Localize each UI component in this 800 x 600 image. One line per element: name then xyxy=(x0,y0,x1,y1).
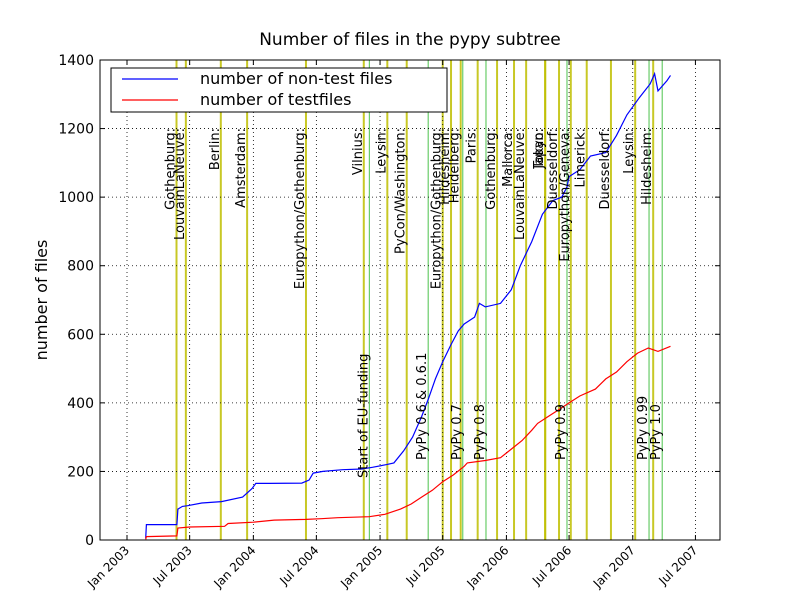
event-label: Amsterdam: xyxy=(234,128,249,208)
event-label: Europython/Gothenburg: xyxy=(430,128,445,289)
y-tick-label: 200 xyxy=(67,464,94,480)
series-line-testfiles xyxy=(145,345,671,540)
event-label: Heidelberg: xyxy=(448,128,463,203)
y-tick-label: 1000 xyxy=(58,190,94,206)
release-label: PyPy 0.8 xyxy=(473,404,488,460)
axes-frame xyxy=(99,59,721,541)
y-tick-label: 800 xyxy=(67,259,94,275)
event-label: Hildesheim: xyxy=(640,128,655,205)
event-label: Duesseldorf: xyxy=(546,128,561,209)
y-tick-label: 1400 xyxy=(58,53,94,69)
y-tick-label: 400 xyxy=(67,396,94,412)
event-label: Europython/Gothenburg: xyxy=(293,128,308,289)
y-tick-label: 0 xyxy=(85,533,94,549)
event-label: Vilnius: xyxy=(351,128,366,175)
y-tick-label: 1200 xyxy=(58,122,94,138)
event-label: Japan: xyxy=(532,128,547,170)
y-axis-label: number of files xyxy=(32,240,51,361)
legend: number of non-test files number of testfi… xyxy=(110,67,448,113)
event-label: LouvainLaNeuve: xyxy=(513,128,528,240)
event-label: Limerick: xyxy=(574,128,589,188)
event-label: Mallorca: xyxy=(501,128,516,187)
release-label: PyPy 0.6 & 0.6.1 xyxy=(415,353,430,460)
event-label: LouvainLaNeuve: xyxy=(173,128,188,240)
event-label: Leysin: xyxy=(622,128,637,174)
event-label: Leysin: xyxy=(374,128,389,174)
event-label: Gothenburg: xyxy=(484,128,499,210)
event-label: Duesseldorf: xyxy=(598,128,613,209)
event-label: Gothenburg: xyxy=(164,128,179,210)
release-label: PyPy 1.0 xyxy=(649,404,664,460)
series-line-non-test-files xyxy=(145,71,671,539)
release-label: Start of EU-funding xyxy=(356,354,371,478)
event-label: PyCon/Washington: xyxy=(394,128,409,254)
release-label: PyPy 0.99 xyxy=(636,396,651,460)
legend-box xyxy=(110,67,448,113)
event-label: Hildesheim: xyxy=(438,128,453,205)
event-label: Tokyo: xyxy=(532,128,547,170)
release-label: PyPy 0.9 xyxy=(554,404,569,460)
legend-entry: number of testfiles xyxy=(200,90,351,109)
chart-title: Number of files in the pypy subtree xyxy=(259,30,561,50)
event-label: Paris: xyxy=(465,128,480,163)
event-label: Berlin: xyxy=(208,128,223,170)
legend-entry: number of non-test files xyxy=(200,69,392,88)
event-label: Europython/Geneva: xyxy=(558,128,573,262)
release-label: PyPy 0.7 xyxy=(450,404,465,460)
y-tick-label: 600 xyxy=(67,327,94,343)
